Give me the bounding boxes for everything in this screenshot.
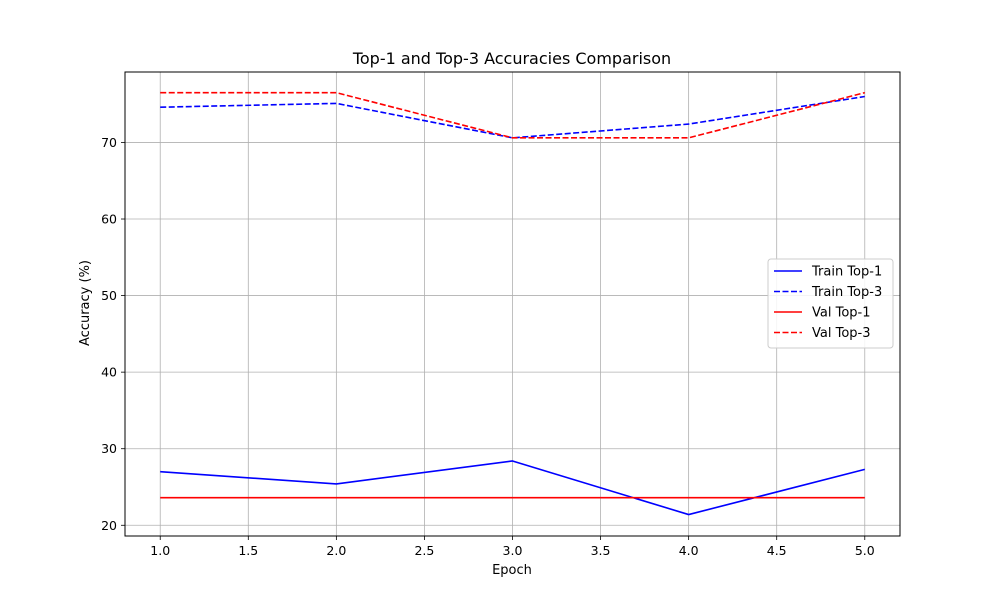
chart-title: Top-1 and Top-3 Accuracies Comparison [352, 49, 671, 68]
legend-label-val-top-1: Val Top-1 [812, 306, 871, 321]
y-tick-label: 50 [101, 288, 117, 303]
legend-label-val-top-3: Val Top-3 [812, 326, 871, 341]
x-tick-label: 4.5 [767, 543, 787, 558]
x-tick-label: 4.0 [679, 543, 699, 558]
legend-label-train-top-1: Train Top-1 [811, 265, 882, 280]
x-tick-label: 3.0 [503, 543, 523, 558]
x-tick-label: 5.0 [855, 543, 875, 558]
x-tick-label: 2.5 [414, 543, 434, 558]
y-tick-label: 40 [101, 365, 117, 380]
series-line-val-top-3 [160, 91, 865, 139]
series-line-train-top-1 [160, 460, 865, 516]
x-tick-label: 1.5 [238, 543, 258, 558]
series-line-train-top-3 [160, 95, 865, 139]
axis-ticks: 1.0 1.5 2.0 2.5 3.0 3.5 4.0 4.5 5.0 20 30 40 50 60 70 [101, 135, 875, 558]
grid-lines [125, 72, 900, 536]
x-tick-label: 2.0 [326, 543, 346, 558]
x-axis-label: Epoch [492, 563, 532, 578]
series-lines [160, 91, 865, 516]
legend-box [767, 258, 894, 349]
y-tick-label: 70 [101, 135, 117, 150]
y-axis-label: Accuracy (%) [78, 260, 93, 346]
y-tick-label: 60 [101, 212, 117, 227]
x-tick-label: 1.0 [150, 543, 170, 558]
y-tick-label: 20 [101, 518, 117, 533]
legend: Train Top-1 Train Top-3 Val Top-1 Val Top-3 [767, 258, 894, 349]
legend-label-train-top-3: Train Top-3 [811, 285, 882, 300]
x-tick-label: 3.5 [591, 543, 611, 558]
y-tick-label: 30 [101, 441, 117, 456]
